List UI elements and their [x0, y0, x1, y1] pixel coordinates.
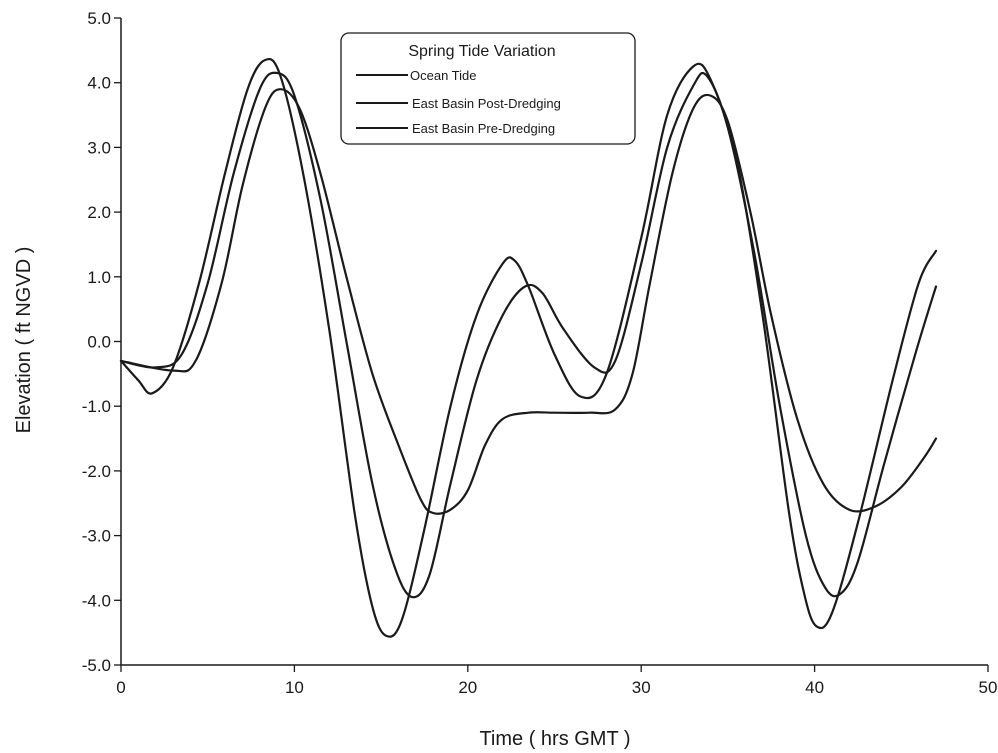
y-ticks: 5.0 4.0 3.0 2.0 1.0 0.0 -1.0 -2.0 -3.0 -4.0 -5.0: [82, 9, 121, 675]
legend: Spring Tide Variation Ocean Tide East Ba…: [340, 32, 636, 145]
x-axis-title: Time ( hrs GMT ): [479, 728, 630, 750]
legend-title: Spring Tide Variation: [408, 43, 555, 60]
y-tick-label: 2.0: [87, 203, 111, 222]
y-axis-title: Elevation ( ft NGVD ): [13, 247, 35, 434]
series-line-east-basin-pre-dredging: [119, 88, 938, 515]
y-tick-label: -1.0: [82, 397, 111, 416]
x-tick-label: 40: [805, 678, 824, 697]
y-tick-label: 5.0: [87, 9, 111, 28]
y-tick-label: 0.0: [87, 333, 111, 352]
y-tick-label: 3.0: [87, 138, 111, 157]
series-line-east-basin-post-dredging: [119, 71, 938, 599]
x-ticks: 0 10 20 30 40 50: [116, 665, 997, 697]
series-line-ocean-tide: [119, 57, 938, 638]
legend-label-ocean-tide: Ocean Tide: [410, 68, 477, 83]
y-tick-label: 1.0: [87, 268, 111, 287]
y-tick-label: -5.0: [82, 656, 111, 675]
y-tick-label: -4.0: [82, 591, 111, 610]
x-tick-label: 30: [632, 678, 651, 697]
x-tick-label: 0: [116, 678, 125, 697]
legend-label-pre-dredging: East Basin Pre-Dredging: [412, 121, 555, 136]
y-tick-label: 4.0: [87, 74, 111, 93]
legend-label-post-dredging: East Basin Post-Dredging: [412, 96, 561, 111]
y-tick-label: -2.0: [82, 462, 111, 481]
y-tick-label: -3.0: [82, 527, 111, 546]
x-tick-label: 10: [285, 678, 304, 697]
x-tick-label: 50: [979, 678, 998, 697]
legend-box: [340, 32, 636, 145]
series-layer: [119, 57, 938, 638]
x-tick-label: 20: [458, 678, 477, 697]
